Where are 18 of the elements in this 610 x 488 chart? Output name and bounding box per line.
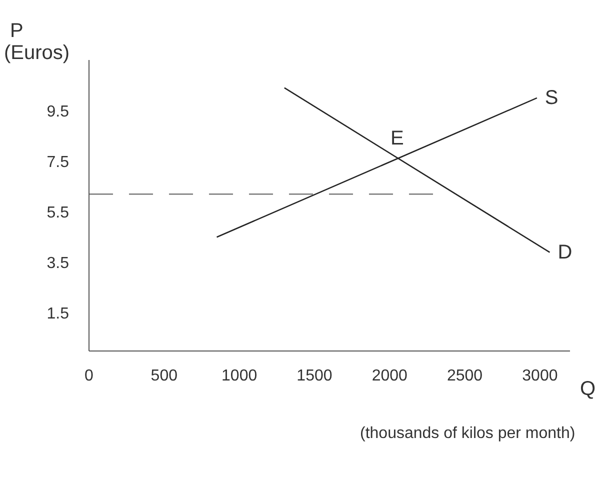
x-tick-label: 500 (150, 367, 178, 384)
annotation: E (390, 128, 404, 150)
y-tick-label: 3.5 (46, 255, 70, 272)
series-label: D (558, 241, 572, 264)
x-tick-label: 1000 (222, 367, 258, 384)
x-tick-label: 1500 (296, 367, 332, 384)
x-tick-label: 3000 (522, 367, 558, 384)
x-axis-title: Q (580, 378, 596, 401)
x-tick-label: 2500 (446, 367, 483, 384)
y-tick-label: 1.5 (46, 306, 70, 323)
y-tick-label: 7.5 (46, 154, 70, 171)
text: (thousands of kilos per month) (360, 425, 576, 443)
y-tick-label: 5.5 (46, 204, 70, 222)
y-axis-title: P (Euros) (4, 20, 70, 65)
y-tick-label: 9.5 (46, 103, 70, 120)
x-tick-label: 0 (84, 367, 94, 384)
series-label: S (544, 86, 558, 109)
x-tick-label: 2000 (372, 367, 408, 384)
